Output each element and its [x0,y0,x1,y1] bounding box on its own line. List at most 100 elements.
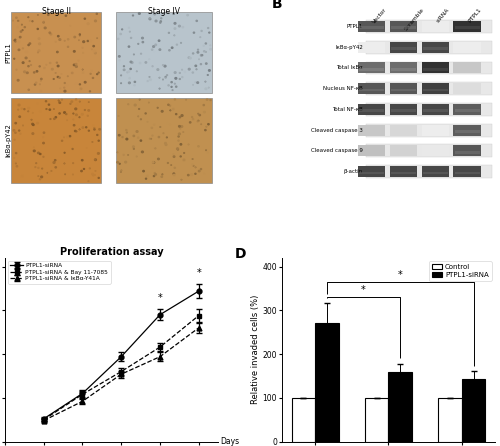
Circle shape [195,65,196,66]
Circle shape [16,17,17,18]
Bar [422,83,449,94]
Circle shape [25,57,27,59]
Circle shape [119,163,120,164]
Circle shape [122,136,123,137]
Bar [366,41,492,54]
Bar [454,62,481,74]
Circle shape [164,65,166,67]
Bar [422,68,448,71]
Circle shape [154,124,155,125]
Bar [358,83,386,94]
Circle shape [94,159,96,161]
Circle shape [29,43,30,44]
Circle shape [143,170,144,172]
Circle shape [152,161,154,163]
Circle shape [173,13,174,14]
Circle shape [76,66,78,67]
Circle shape [174,72,176,73]
Circle shape [82,72,84,73]
Circle shape [14,162,16,163]
Circle shape [124,69,125,70]
Bar [454,145,481,157]
Bar [390,21,417,32]
Circle shape [64,91,66,92]
Circle shape [198,170,200,172]
Circle shape [208,124,209,125]
Circle shape [152,167,153,168]
Circle shape [50,119,51,120]
Circle shape [76,103,78,105]
Circle shape [22,48,24,49]
Circle shape [72,72,73,74]
Bar [454,83,481,94]
Circle shape [176,86,177,87]
Circle shape [22,62,24,63]
Circle shape [196,69,197,70]
Circle shape [133,135,134,136]
Circle shape [56,51,58,53]
Circle shape [36,82,37,83]
Circle shape [151,127,152,128]
Circle shape [172,108,174,110]
Bar [422,89,448,91]
Bar [358,145,386,157]
Circle shape [13,130,15,131]
Circle shape [96,13,98,14]
Circle shape [140,62,141,64]
Circle shape [204,51,205,52]
Text: *: * [196,268,201,278]
Circle shape [19,116,20,117]
Circle shape [94,50,96,52]
Bar [358,89,384,91]
Bar [365,398,388,442]
Circle shape [187,15,188,16]
Circle shape [129,78,130,79]
Bar [390,42,417,53]
Text: PTPL1: PTPL1 [468,7,482,24]
Circle shape [15,123,16,124]
Circle shape [182,77,183,78]
Circle shape [179,116,180,118]
Circle shape [64,112,66,113]
Circle shape [84,18,86,19]
Bar [454,21,481,32]
Circle shape [117,161,118,163]
Bar [422,42,449,53]
Circle shape [73,119,74,120]
Circle shape [123,154,124,155]
Circle shape [195,173,196,174]
Bar [422,47,448,50]
Circle shape [121,170,122,171]
Bar [366,82,492,95]
Circle shape [155,174,156,175]
Bar [366,165,492,178]
Circle shape [50,33,51,35]
Circle shape [176,148,178,149]
Circle shape [88,110,90,111]
Circle shape [44,67,45,68]
Circle shape [18,41,20,42]
Circle shape [126,138,128,140]
Circle shape [168,85,169,86]
Circle shape [192,119,194,120]
Circle shape [164,143,166,144]
Bar [358,172,384,174]
Circle shape [40,176,42,178]
Bar [390,145,417,157]
Circle shape [154,148,156,149]
Circle shape [197,52,198,53]
Circle shape [56,62,58,63]
Circle shape [59,102,60,103]
Circle shape [59,39,61,41]
Circle shape [130,37,132,38]
Circle shape [153,162,154,163]
Circle shape [178,126,180,127]
Legend: Control, PTPL1-siRNA: Control, PTPL1-siRNA [429,261,492,281]
Circle shape [76,83,77,84]
Bar [12,98,101,182]
Circle shape [76,114,78,116]
Circle shape [38,152,39,153]
Circle shape [37,103,38,104]
Circle shape [36,70,38,72]
Text: Total IκBα: Total IκBα [336,66,363,70]
